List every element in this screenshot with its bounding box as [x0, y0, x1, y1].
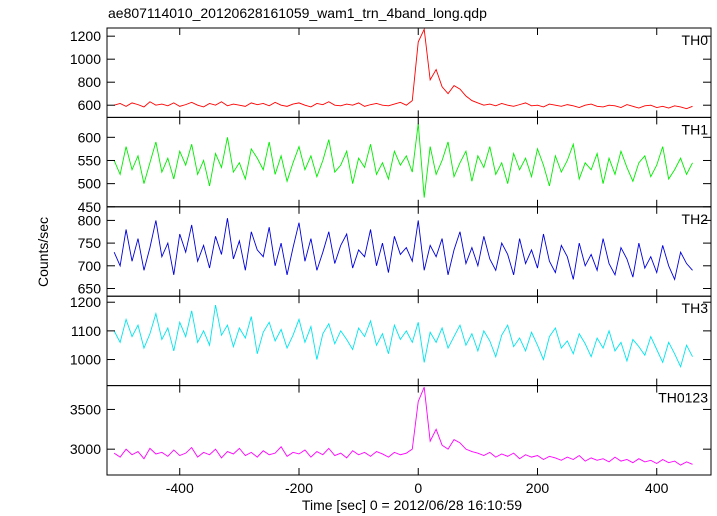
panel-label: TH2: [682, 211, 709, 227]
y-tick-label: 3000: [70, 441, 101, 457]
light-curve: [114, 28, 693, 110]
y-tick-label: 600: [78, 97, 102, 113]
panel-label: TH0123: [658, 390, 708, 406]
panel-frame: [106, 385, 712, 476]
panel-label: TH1: [682, 121, 709, 137]
y-tick-label: 800: [78, 74, 102, 90]
y-tick-label: 1000: [70, 51, 101, 67]
y-tick-label: 450: [78, 199, 102, 215]
x-tick-label: 400: [645, 480, 669, 496]
light-curve: [113, 387, 693, 466]
chart-title: ae807114010_20120628161059_wam1_trn_4ban…: [108, 5, 487, 21]
y-tick-label: 3500: [70, 401, 101, 417]
y-tick-label: 750: [78, 235, 102, 251]
y-tick-label: 1100: [71, 323, 101, 339]
y-tick-label: 800: [78, 212, 102, 228]
x-axis-label: Time [sec] 0 = 2012/06/28 16:10:59: [302, 497, 522, 513]
x-tick-label: -400: [166, 480, 194, 496]
light-curve: [113, 218, 693, 281]
panel-label: TH3: [682, 300, 709, 316]
y-axis-label: Counts/sec: [35, 217, 51, 287]
y-tick-label: 700: [78, 258, 102, 274]
y-tick-label: 500: [78, 176, 102, 192]
y-tick-label: 1200: [70, 294, 101, 310]
light-curve: [113, 123, 693, 198]
panel-frame: [106, 27, 712, 118]
y-tick-label: 550: [78, 152, 102, 168]
y-tick-label: 650: [78, 280, 102, 296]
y-tick-label: 1000: [70, 352, 101, 368]
x-tick-label: -200: [285, 480, 313, 496]
panel-label: TH0: [682, 32, 709, 48]
x-tick-label: 200: [526, 480, 550, 496]
light-curve: [113, 304, 693, 368]
y-tick-label: 1200: [70, 28, 101, 44]
y-tick-label: 600: [78, 129, 102, 145]
x-tick-label: 0: [414, 480, 422, 496]
